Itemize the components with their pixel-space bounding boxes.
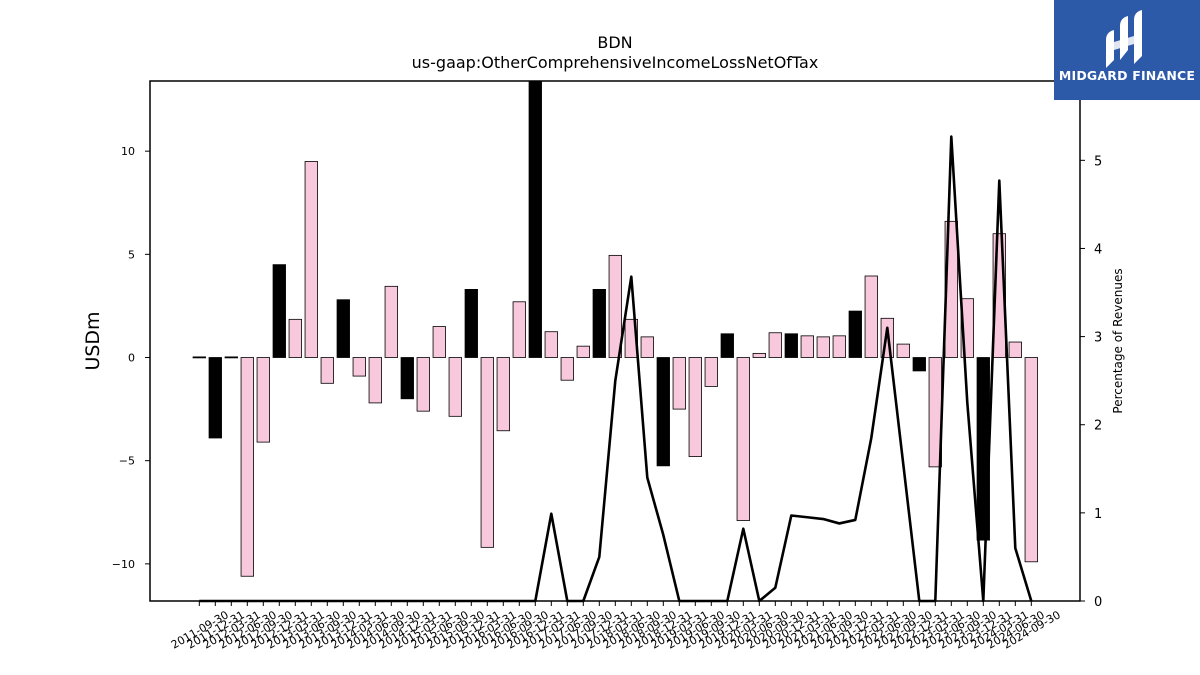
chart-title: BDN xyxy=(597,33,632,52)
bar-2014-03-31 xyxy=(352,357,366,377)
bar-2014-12-31 xyxy=(400,357,414,400)
bar-2015-12-31 xyxy=(464,289,478,358)
bar-2013-12-31 xyxy=(336,299,350,358)
bar-2013-03-31 xyxy=(288,318,302,358)
bar-2024-06-30 xyxy=(1008,341,1022,358)
bar-2022-03-31 xyxy=(864,275,878,358)
bar-2017-12-31 xyxy=(592,289,606,358)
bar-2015-09-30 xyxy=(448,357,462,417)
bar-2016-03-31 xyxy=(480,357,494,548)
bar-2021-06-30 xyxy=(816,336,830,358)
y-tick-label: −10 xyxy=(112,558,135,571)
brand-name: MIDGARD FINANCE xyxy=(1058,68,1196,83)
bar-2022-09-30 xyxy=(896,343,910,358)
y-axis-ticks: −10 −5 0 5 10 xyxy=(112,145,150,571)
bar-2011-12-31 xyxy=(208,357,222,439)
y2-tick-label: 2 xyxy=(1094,419,1102,434)
y2-tick-label: 3 xyxy=(1094,331,1102,346)
bar-2019-12-31 xyxy=(720,333,734,358)
y-tick-label: 10 xyxy=(121,145,135,158)
y2-tick-label: 4 xyxy=(1094,242,1102,257)
bar-2017-03-31 xyxy=(544,331,558,358)
bar-2020-06-30 xyxy=(752,352,766,358)
bar-2020-09-30 xyxy=(768,332,782,358)
bar-2021-09-30 xyxy=(832,335,846,358)
bar-2014-06-30 xyxy=(368,357,382,404)
bar-2012-12-31 xyxy=(272,264,286,358)
y2-axis-ticks: 0 1 2 3 4 5 xyxy=(1080,154,1102,610)
y-axis-label: USDm xyxy=(82,311,104,370)
bar-2015-03-31 xyxy=(416,357,430,412)
bar-2020-03-31 xyxy=(736,357,750,521)
y2-tick-label: 5 xyxy=(1094,154,1102,169)
y-tick-label: 0 xyxy=(128,352,135,365)
y2-tick-label: 0 xyxy=(1094,595,1102,610)
bar-2024-09-30 xyxy=(1024,357,1038,563)
bar-2012-09-30 xyxy=(256,357,270,443)
bar-2012-03-31 xyxy=(224,356,238,359)
bar-2019-09-30 xyxy=(704,357,718,387)
bar-2016-12-31 xyxy=(528,80,542,358)
bar-2018-09-30 xyxy=(640,336,654,358)
bar-2013-09-30 xyxy=(320,357,334,384)
bar-2013-06-30 xyxy=(304,161,318,358)
y2-axis-label: Percentage of Revenues xyxy=(1111,268,1125,413)
bar-2012-06-30 xyxy=(240,357,254,577)
bar-2020-12-31 xyxy=(784,333,798,358)
y-tick-label: 5 xyxy=(128,248,135,261)
x-axis-ticks: 2011-09-302011-12-312012-03-312012-06-30… xyxy=(169,601,1063,652)
bars-layer xyxy=(192,80,1038,577)
chart-subtitle: us-gaap:OtherComprehensiveIncomeLossNetO… xyxy=(412,53,819,72)
bar-2017-06-30 xyxy=(560,357,574,381)
bar-2021-12-31 xyxy=(848,310,862,358)
bar-2021-03-31 xyxy=(800,335,814,358)
bar-2015-06-30 xyxy=(432,326,446,358)
bar-2018-03-31 xyxy=(608,254,622,358)
bar-2022-12-31 xyxy=(912,357,926,372)
bar-2011-09-30 xyxy=(192,356,206,359)
bar-2018-12-31 xyxy=(656,357,670,467)
y2-tick-label: 1 xyxy=(1094,507,1102,522)
bar-2014-09-30 xyxy=(384,285,398,358)
midgard-logo-icon xyxy=(1054,0,1200,100)
bar-2016-09-30 xyxy=(512,301,526,358)
bar-2016-06-30 xyxy=(496,357,510,432)
y-tick-label: −5 xyxy=(119,455,135,468)
brand-logo: MIDGARD FINANCE xyxy=(1054,0,1200,100)
bar-2019-03-31 xyxy=(672,357,686,410)
bar-2019-06-30 xyxy=(688,357,702,457)
bar-2017-09-30 xyxy=(576,345,590,358)
